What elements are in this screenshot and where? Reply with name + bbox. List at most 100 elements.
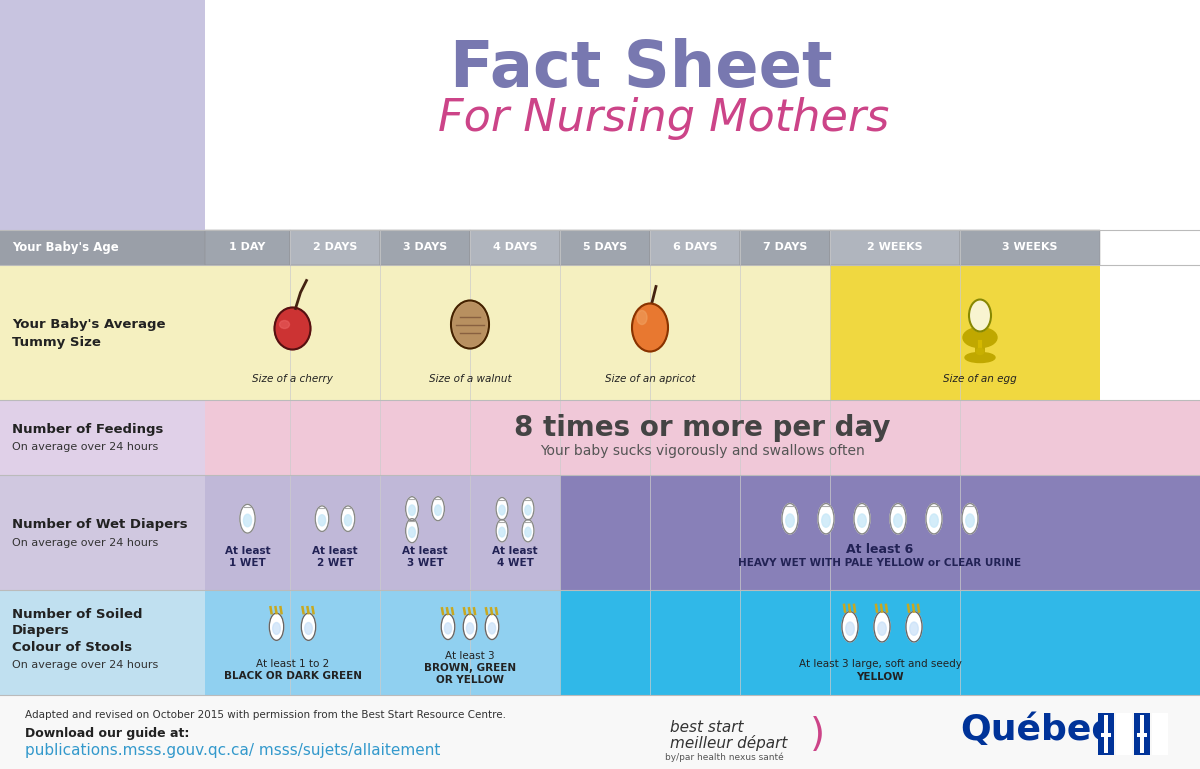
Ellipse shape (434, 505, 442, 515)
Bar (560, 265, 740, 400)
Text: For Nursing Mothers: For Nursing Mothers (438, 96, 889, 139)
Text: Size of a walnut: Size of a walnut (428, 374, 511, 384)
Bar (740, 265, 830, 400)
Ellipse shape (499, 528, 505, 537)
Ellipse shape (467, 623, 474, 634)
Bar (205, 400, 1200, 475)
Text: On average over 24 hours: On average over 24 hours (12, 660, 158, 670)
Text: At least 3: At least 3 (445, 651, 494, 661)
Text: Diapers: Diapers (12, 624, 70, 637)
Text: Adapted and revised on October 2015 with permission from the Best Start Resource: Adapted and revised on October 2015 with… (25, 710, 506, 720)
Text: by/par health nexus santé: by/par health nexus santé (665, 752, 784, 762)
Bar (0, 695, 1200, 769)
Text: YELLOW: YELLOW (856, 672, 904, 682)
Ellipse shape (409, 527, 415, 538)
Bar (1098, 713, 1114, 755)
Ellipse shape (463, 614, 476, 640)
Ellipse shape (442, 614, 455, 640)
Bar (0, 230, 205, 265)
Text: At least
4 WET: At least 4 WET (492, 547, 538, 568)
Text: 7 DAYS: 7 DAYS (763, 242, 808, 252)
Bar (560, 230, 650, 265)
Text: HEAVY WET WITH PALE YELLOW or CLEAR URINE: HEAVY WET WITH PALE YELLOW or CLEAR URIN… (738, 558, 1021, 568)
Ellipse shape (524, 528, 532, 537)
Ellipse shape (488, 623, 496, 634)
Text: Fact Sheet: Fact Sheet (450, 38, 833, 100)
Ellipse shape (522, 498, 534, 520)
Bar (960, 230, 1100, 265)
Text: Québec: Québec (960, 713, 1112, 747)
Bar (380, 265, 560, 400)
Bar (470, 230, 560, 265)
Text: Tummy Size: Tummy Size (12, 336, 101, 349)
Text: 6 DAYS: 6 DAYS (673, 242, 718, 252)
Text: On average over 24 hours: On average over 24 hours (12, 442, 158, 452)
Text: Number of Feedings: Number of Feedings (12, 423, 163, 436)
Ellipse shape (316, 506, 329, 531)
Text: Size of a cherry: Size of a cherry (252, 374, 332, 384)
Text: 3 DAYS: 3 DAYS (403, 242, 448, 252)
Ellipse shape (970, 299, 991, 331)
Ellipse shape (818, 504, 834, 534)
Bar (1134, 713, 1150, 755)
Bar (205, 475, 560, 590)
Text: Your Baby's Average: Your Baby's Average (12, 318, 166, 331)
Ellipse shape (485, 614, 499, 640)
Text: Download our guide at:: Download our guide at: (25, 727, 190, 740)
Ellipse shape (280, 321, 289, 328)
Bar (974, 342, 985, 358)
Text: ): ) (810, 716, 826, 754)
Ellipse shape (846, 622, 854, 635)
Text: 4 DAYS: 4 DAYS (493, 242, 538, 252)
Ellipse shape (344, 514, 352, 526)
Text: Size of an apricot: Size of an apricot (605, 374, 695, 384)
Text: 2 WEEKS: 2 WEEKS (868, 242, 923, 252)
Bar (830, 230, 960, 265)
Bar (1116, 713, 1132, 755)
Ellipse shape (522, 520, 534, 542)
Ellipse shape (874, 611, 890, 642)
Ellipse shape (637, 311, 647, 325)
Bar (560, 475, 1200, 590)
Text: 3 WEEKS: 3 WEEKS (1002, 242, 1057, 252)
Bar (1102, 733, 1111, 737)
Ellipse shape (930, 514, 938, 528)
Ellipse shape (906, 611, 922, 642)
Ellipse shape (496, 498, 508, 520)
Ellipse shape (244, 514, 252, 527)
Ellipse shape (976, 348, 984, 355)
Ellipse shape (496, 520, 508, 542)
Bar (0, 590, 205, 695)
Ellipse shape (432, 497, 444, 521)
Bar (205, 0, 1200, 230)
Text: 8 times or more per day: 8 times or more per day (515, 414, 890, 441)
Ellipse shape (877, 622, 887, 635)
Ellipse shape (409, 505, 415, 515)
Text: 1 DAY: 1 DAY (229, 242, 265, 252)
Ellipse shape (632, 304, 668, 351)
Bar (380, 230, 470, 265)
Text: 2 DAYS: 2 DAYS (313, 242, 358, 252)
Text: OR YELLOW: OR YELLOW (436, 675, 504, 685)
Ellipse shape (318, 514, 325, 526)
Text: BLACK OR DARK GREEN: BLACK OR DARK GREEN (223, 671, 361, 681)
Text: Number of Wet Diapers: Number of Wet Diapers (12, 518, 187, 531)
Ellipse shape (275, 308, 311, 349)
Ellipse shape (406, 519, 419, 543)
Text: At least
2 WET: At least 2 WET (312, 547, 358, 568)
Text: best start: best start (670, 720, 744, 734)
Ellipse shape (272, 622, 281, 634)
Ellipse shape (962, 504, 978, 534)
Text: Your Baby's Age: Your Baby's Age (12, 241, 119, 254)
Bar (205, 265, 380, 400)
Bar (0, 265, 205, 400)
Text: On average over 24 hours: On average over 24 hours (12, 538, 158, 548)
Ellipse shape (269, 613, 283, 641)
Ellipse shape (894, 514, 902, 528)
Bar (1152, 713, 1168, 755)
Ellipse shape (406, 497, 419, 521)
Bar (740, 230, 830, 265)
Text: 5 DAYS: 5 DAYS (583, 242, 628, 252)
Text: publications.msss.gouv.qc.ca/ msss/sujets/allaitement: publications.msss.gouv.qc.ca/ msss/sujet… (25, 744, 440, 758)
Text: At least 6: At least 6 (846, 543, 913, 556)
